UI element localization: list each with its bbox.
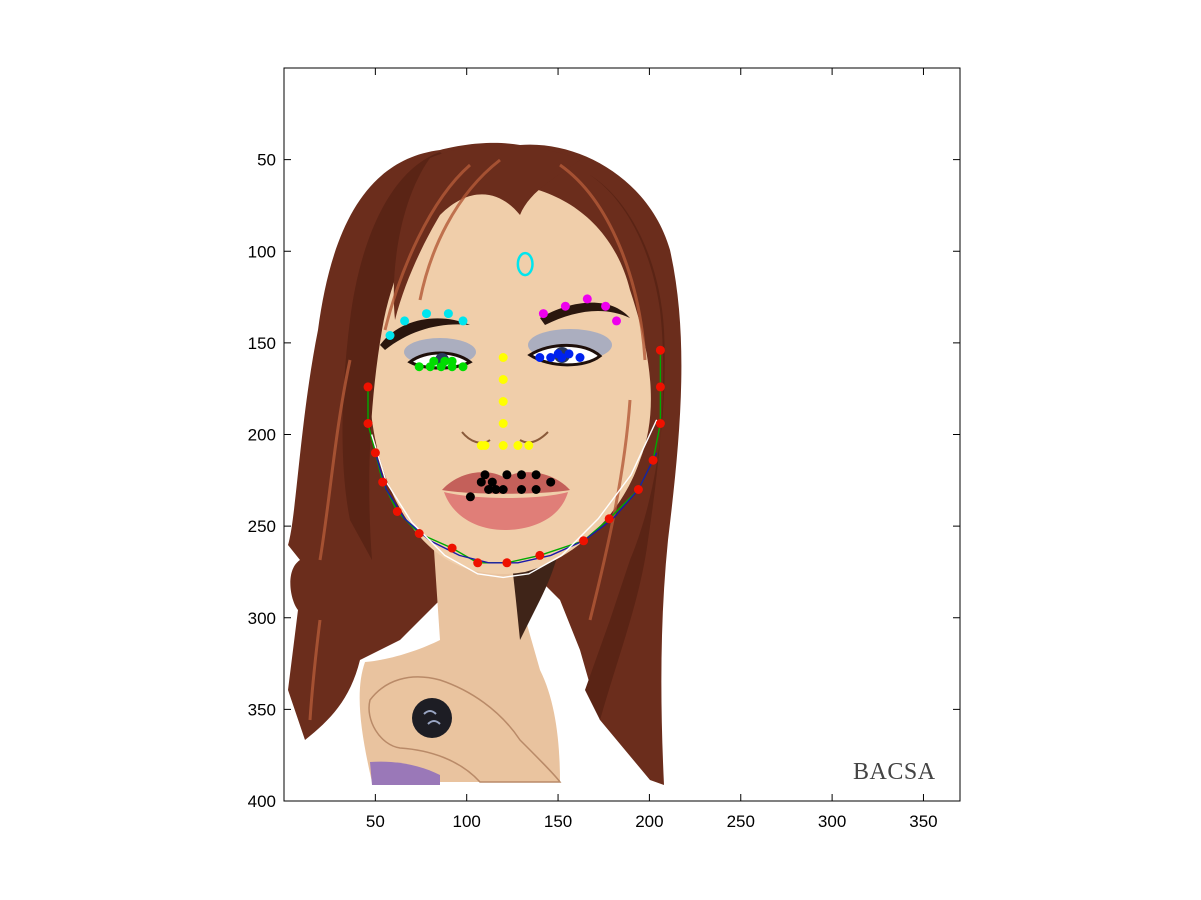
- landmark-point-4-2: [498, 397, 508, 406]
- x-tick-label: 50: [366, 812, 385, 831]
- landmark-point-5-6: [502, 470, 512, 480]
- hair-bangs: [393, 145, 580, 320]
- landmark-point-5-2: [480, 470, 490, 480]
- landmark-point-0-1: [400, 316, 410, 326]
- landmark-point-0-3: [443, 309, 453, 319]
- landmark-point-2-6: [440, 356, 450, 366]
- landmark-point-0-4: [458, 316, 468, 326]
- y-tick-label: 50: [257, 151, 276, 170]
- y-tick-label: 200: [248, 426, 276, 445]
- landmark-point-6-2: [370, 448, 380, 458]
- landmark-point-4-5: [480, 441, 490, 450]
- landmark-point-3-3: [557, 353, 567, 362]
- ring-sparkle: [423, 710, 441, 725]
- landmark-point-5-11: [546, 477, 556, 487]
- y-axis: 50 100 150 200 250 300 350 400: [248, 151, 960, 811]
- x-tick-label: 250: [727, 812, 755, 831]
- landmark-point-4-6: [498, 441, 508, 450]
- landmark-point-3-1: [546, 353, 556, 362]
- landmark-point-0-0: [385, 331, 395, 340]
- landmark-point-5-1: [476, 477, 486, 487]
- landmark-point-6-15: [655, 382, 665, 392]
- landmark-point-2-7: [447, 356, 457, 366]
- y-tick-label: 250: [248, 517, 276, 536]
- x-tick-label: 150: [544, 812, 572, 831]
- landmark-point-1-0: [538, 309, 548, 319]
- landmark-point-2-5: [429, 356, 439, 366]
- landmark-point-5-5: [498, 485, 508, 494]
- landmark-point-3-5: [575, 353, 585, 362]
- hand: [368, 676, 562, 783]
- portrait-image: [288, 142, 682, 785]
- landmark-point-6-14: [655, 419, 665, 428]
- landmark-point-5-0: [465, 492, 475, 502]
- landmark-point-5-9: [531, 470, 541, 480]
- landmark-point-2-0: [414, 362, 424, 372]
- landmark-point-5-7: [517, 470, 526, 480]
- landmark-point-6-4: [392, 507, 402, 516]
- landmark-point-6-11: [604, 514, 614, 524]
- landmark-point-6-0: [363, 382, 373, 392]
- purple-top: [370, 761, 440, 785]
- landmark-point-6-9: [535, 550, 545, 560]
- landmark-point-6-8: [502, 558, 512, 568]
- x-tick-label: 350: [909, 812, 937, 831]
- landmark-overlay: [363, 251, 665, 579]
- landmark-point-5-12: [487, 477, 497, 487]
- x-tick-label: 300: [818, 812, 846, 831]
- landmark-point-6-1: [363, 419, 373, 428]
- landmark-point-6-3: [378, 477, 388, 487]
- landmark-point-1-3: [601, 301, 611, 311]
- landmark-point-6-13: [648, 455, 658, 465]
- landmark-point-6-5: [414, 529, 424, 538]
- landmark-point-6-6: [447, 543, 457, 553]
- y-tick-label: 100: [248, 242, 276, 261]
- y-tick-label: 400: [248, 792, 276, 811]
- hair-right-front: [585, 175, 665, 720]
- x-axis: 50 100 150 200 250 300 350: [366, 68, 938, 831]
- forehead-marker-0: [516, 251, 534, 277]
- left-eyebrow: [380, 318, 470, 350]
- watermark-text: BACSA: [853, 759, 936, 785]
- x-tick-label: 200: [635, 812, 663, 831]
- landmark-point-6-7: [473, 558, 483, 568]
- landmark-point-6-10: [579, 536, 589, 546]
- landmark-point-6-16: [655, 345, 665, 355]
- landmark-point-3-0: [535, 353, 545, 362]
- landmark-point-1-4: [612, 316, 621, 326]
- nose: [461, 431, 549, 444]
- landmark-point-4-7: [513, 441, 523, 450]
- landmark-point-1-1: [560, 301, 570, 311]
- y-tick-label: 350: [248, 700, 276, 719]
- landmark-point-5-10: [531, 485, 541, 494]
- landmark-point-4-1: [498, 375, 508, 384]
- landmark-point-2-4: [458, 362, 468, 372]
- landmark-point-1-2: [582, 294, 592, 304]
- landmark-point-6-12: [633, 485, 643, 494]
- landmark-point-4-0: [498, 353, 508, 362]
- landmark-point-5-3: [484, 485, 494, 494]
- landmark-point-0-2: [422, 309, 431, 319]
- x-tick-label: 100: [453, 812, 481, 831]
- fit-curve-2: [371, 419, 658, 579]
- hair-highlights: [308, 158, 647, 721]
- ring: [412, 698, 452, 738]
- landmark-point-4-8: [524, 441, 534, 450]
- hair-left-front: [342, 152, 470, 560]
- lower-lip: [444, 492, 568, 530]
- landmark-point-5-8: [517, 485, 526, 494]
- y-tick-label: 150: [248, 334, 276, 353]
- landmark-point-5-4: [491, 485, 501, 494]
- y-tick-label: 300: [248, 609, 276, 628]
- landmark-point-3-4: [564, 349, 574, 359]
- face: [369, 183, 651, 575]
- landmark-point-4-3: [498, 419, 508, 428]
